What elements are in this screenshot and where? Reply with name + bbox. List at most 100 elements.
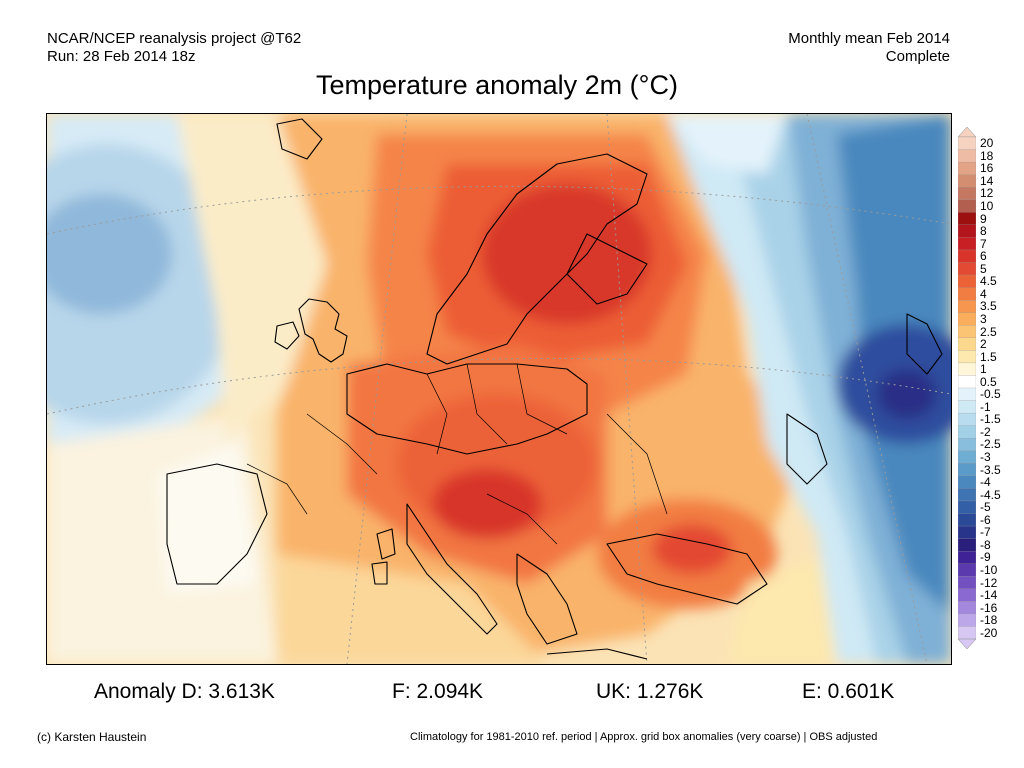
anomaly-map <box>46 113 952 665</box>
colorbar-swatch <box>958 287 976 301</box>
colorbar-tick-label: 8 <box>980 224 987 239</box>
run-info: NCAR/NCEP reanalysis project @T62 Run: 2… <box>47 30 301 66</box>
colorbar-swatch <box>958 613 976 628</box>
colorbar-tick-label: 1.5 <box>980 349 997 364</box>
colorbar-tick-label: -10 <box>980 562 998 577</box>
colorbar-swatch <box>958 325 976 339</box>
graticule <box>47 114 951 664</box>
colorbar-swatch <box>958 438 976 452</box>
colorbar-swatch <box>958 425 976 439</box>
colorbar-swatch <box>958 161 976 176</box>
colorbar-tick-label: 16 <box>980 161 994 176</box>
colorbar-tick-label: -4.5 <box>980 487 1001 502</box>
colorbar-tick-label: 0.5 <box>980 374 997 389</box>
colorbar-swatch <box>958 224 976 239</box>
map-title: Temperature anomaly 2m (°C) <box>316 70 678 100</box>
colorbar-swatch <box>958 187 976 201</box>
colorbar-swatch <box>958 312 976 326</box>
coastlines <box>166 118 943 660</box>
colorbar-swatch <box>958 550 976 565</box>
colorbar-tick-label: -9 <box>980 550 991 565</box>
colorbar-swatch <box>958 588 976 602</box>
colorbar-tick-label: -2.5 <box>980 437 1001 452</box>
colorbar-tick-label: -20 <box>980 625 998 640</box>
colorbar-swatch <box>958 412 976 427</box>
colorbar-swatch <box>958 249 976 264</box>
colorbar-tick-label: 9 <box>980 211 987 226</box>
colorbar-tick-label: 7 <box>980 236 987 251</box>
colorbar-tick-label: 18 <box>980 148 994 163</box>
colorbar-swatch <box>958 149 976 163</box>
colorbar-tick-label: -6 <box>980 512 991 527</box>
colorbar-tick-label: 14 <box>980 173 994 188</box>
colorbar-tick-label: -14 <box>980 588 998 603</box>
period-label: Monthly mean Feb 2014 <box>788 30 950 47</box>
colorbar-swatch <box>958 274 976 289</box>
colorbar-swatch <box>958 136 976 151</box>
colorbar-tick-label: -4 <box>980 475 991 490</box>
stat-anomaly-d: Anomaly D: 3.613K <box>94 680 275 703</box>
colorbar-swatch <box>958 475 976 490</box>
colorbar-swatch <box>958 513 976 527</box>
colorbar-swatch <box>958 199 976 213</box>
colorbar-tick-label: 12 <box>980 186 994 201</box>
colorbar-swatch <box>958 212 976 226</box>
colorbar-tick-label: -2 <box>980 424 991 439</box>
colorbar-swatch <box>958 576 976 590</box>
colorbar-tick-label: 1 <box>980 362 987 377</box>
colorbar-swatch <box>958 601 976 615</box>
colorbar-tick-label: 3.5 <box>980 299 997 314</box>
colorbar-max-arrow <box>958 127 976 138</box>
colorbar-swatch <box>958 299 976 314</box>
colorbar-swatch <box>958 350 976 364</box>
colorbar-tick-label: 6 <box>980 249 987 264</box>
colorbar-tick-label: 20 <box>980 136 994 151</box>
colorbar-swatch <box>958 400 976 414</box>
colorbar <box>958 127 976 649</box>
colorbar-swatch <box>958 626 976 640</box>
colorbar-tick-label: 4.5 <box>980 274 997 289</box>
anomaly-map-canvas <box>47 114 951 664</box>
copyright: (c) Karsten Haustein <box>37 730 147 744</box>
anomaly-field <box>47 114 951 664</box>
colorbar-tick-label: 2 <box>980 337 987 352</box>
colorbar-tick-label: -0.5 <box>980 387 1001 402</box>
colorbar-tick-label: 5 <box>980 261 987 276</box>
colorbar-swatch <box>958 563 976 577</box>
colorbar-min-arrow <box>958 638 976 649</box>
colorbar-swatch <box>958 174 976 188</box>
borders <box>246 363 668 545</box>
colorbar-tick-label: -1.5 <box>980 412 1001 427</box>
colorbar-tick-label: 10 <box>980 199 994 214</box>
colorbar-tick-label: 3 <box>980 311 987 326</box>
colorbar-tick-label: 2.5 <box>980 324 997 339</box>
model-name: NCAR/NCEP reanalysis project @T62 <box>47 30 302 47</box>
colorbar-swatch <box>958 463 976 477</box>
colorbar-swatch <box>958 375 976 389</box>
run-time: Run: 28 Feb 2014 18z <box>47 48 196 65</box>
methodology-note: Climatology for 1981-2010 ref. period | … <box>410 731 878 743</box>
colorbar-tick-label: 4 <box>980 286 987 301</box>
colorbar-tick-label: -7 <box>980 525 991 540</box>
stat-e: E: 0.601K <box>802 680 895 703</box>
colorbar-tick-label: -1 <box>980 399 991 414</box>
colorbar-swatch <box>958 538 976 552</box>
colorbar-tick-label: -8 <box>980 537 991 552</box>
colorbar-swatch <box>958 262 976 276</box>
colorbar-swatch <box>958 337 976 352</box>
colorbar-tick-label: -3.5 <box>980 462 1001 477</box>
colorbar-swatch <box>958 525 976 540</box>
colorbar-tick-label: -3 <box>980 450 991 465</box>
colorbar-swatch <box>958 450 976 464</box>
colorbar-swatch <box>958 488 976 502</box>
colorbar-swatch <box>958 237 976 251</box>
colorbar-tick-label: -12 <box>980 575 998 590</box>
colorbar-swatch <box>958 387 976 402</box>
colorbar-swatch <box>958 500 976 515</box>
stat-uk: UK: 1.276K <box>596 680 704 703</box>
period-info: Monthly mean Feb 2014 Complete <box>788 30 950 66</box>
colorbar-tick-label: -16 <box>980 600 998 615</box>
completeness-label: Complete <box>885 48 950 65</box>
stat-f: F: 2.094K <box>392 680 484 703</box>
colorbar-swatch <box>958 362 976 377</box>
